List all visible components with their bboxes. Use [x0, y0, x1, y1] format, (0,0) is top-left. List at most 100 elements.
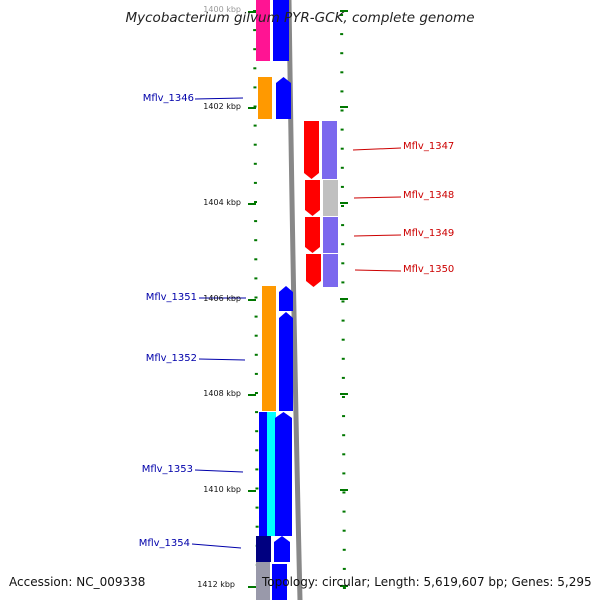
- gene-label-mflv-1350[interactable]: Mflv_1350: [403, 264, 455, 275]
- kbp-label-1412: 1412 kbp: [197, 580, 235, 589]
- label-leaders: [191, 97, 402, 549]
- strand-arrow-mflv-1352: [279, 312, 293, 411]
- tick-minor-right: [340, 90, 344, 93]
- tick-minor-left: [255, 449, 259, 452]
- leader-mflv-1354: [191, 543, 242, 549]
- tick-minor-left: [253, 48, 257, 51]
- gene-label-mflv-1351[interactable]: Mflv_1351: [145, 292, 197, 303]
- tick-major-left: [248, 107, 256, 109]
- cog-block-mflv-1353-cyan: [267, 412, 276, 536]
- tick-minor-right: [340, 109, 344, 112]
- cog-block-mflv-1349: [323, 217, 338, 253]
- tick-minor-left: [255, 506, 259, 509]
- tick-minor-right: [342, 529, 346, 532]
- tick-major-right: [340, 393, 348, 395]
- tick-minor-right: [342, 434, 346, 437]
- tick-minor-right: [342, 587, 346, 589]
- strand-arrow-mflv-1348: [305, 180, 320, 216]
- tick-major-left: [248, 490, 256, 492]
- gene-label-mflv-1348[interactable]: Mflv_1348: [403, 190, 455, 201]
- tick-major-left: [248, 586, 256, 588]
- tick-minor-left: [254, 372, 258, 375]
- leader-mflv-1348: [353, 196, 402, 199]
- tick-minor-right: [340, 52, 344, 55]
- tick-minor-right: [340, 166, 344, 169]
- tick-major-right: [340, 585, 348, 587]
- gene-label-mflv-1353[interactable]: Mflv_1353: [141, 464, 193, 475]
- cog-block-mflv-1353-blue: [259, 412, 267, 536]
- leader-mflv-1350: [354, 269, 402, 272]
- major-ticks: [248, 10, 348, 588]
- cog-block-pink: [256, 0, 270, 61]
- tick-minor-left: [254, 296, 258, 299]
- tick-minor-right: [341, 262, 345, 265]
- gene-label-mflv-1354[interactable]: Mflv_1354: [138, 538, 190, 549]
- leader-mflv-1346: [194, 97, 244, 100]
- tick-minor-left: [254, 201, 258, 203]
- tick-minor-right: [342, 415, 346, 418]
- gene-label-mflv-1349[interactable]: Mflv_1349: [403, 228, 455, 239]
- strand-arrow-mflv-1351: [279, 286, 293, 311]
- tick-minor-left: [253, 181, 257, 184]
- tick-minor-right: [342, 510, 346, 513]
- tick-minor-left: [255, 487, 259, 490]
- tick-minor-right: [340, 147, 344, 150]
- tick-minor-right: [341, 243, 345, 246]
- cog-block-mflv-1346: [258, 77, 272, 119]
- kbp-label-1400: 1400 kbp: [203, 5, 241, 14]
- tick-minor-left: [253, 67, 257, 70]
- tick-minor-left: [254, 315, 258, 318]
- tick-minor-left: [253, 162, 257, 165]
- tick-minor-right: [340, 71, 344, 74]
- tick-minor-left: [253, 143, 257, 146]
- accession-text: Accession: NC_009338: [9, 575, 146, 589]
- map-title: Mycobacterium gilvum PYR-GCK, complete g…: [125, 10, 475, 26]
- leader-mflv-1347: [352, 147, 402, 151]
- tick-major-left: [248, 11, 256, 13]
- tick-minor-right: [341, 338, 345, 341]
- strand-arrow-forward-bottom: [272, 564, 287, 600]
- strand-arrow-mflv-1353: [275, 412, 292, 536]
- gene-features: [256, 0, 338, 600]
- kbp-label-1410: 1410 kbp: [203, 485, 241, 494]
- tick-major-left: [248, 203, 256, 205]
- strand-arrow-forward: [273, 0, 289, 61]
- cog-block-mflv-1348: [323, 180, 338, 216]
- tick-minor-right: [340, 128, 344, 131]
- tick-minor-right: [342, 548, 346, 551]
- strand-arrow-mflv-1349: [305, 217, 320, 253]
- tick-minor-right: [341, 376, 345, 379]
- cog-block-mflv-1347: [322, 121, 337, 179]
- tick-minor-left: [253, 29, 257, 32]
- cog-block-mflv-1354: [256, 536, 271, 562]
- tick-minor-left: [254, 258, 258, 261]
- cog-block-mflv-1350: [323, 254, 338, 287]
- tick-minor-left: [255, 411, 259, 414]
- cog-block-mflv-1351-1352: [262, 286, 276, 411]
- kbp-label-1402: 1402 kbp: [203, 102, 241, 111]
- tick-major-right: [340, 298, 348, 300]
- tick-major-left: [248, 394, 256, 396]
- tick-minor-left: [254, 392, 258, 394]
- minor-ticks: [253, 10, 346, 589]
- strand-arrow-mflv-1347: [304, 121, 319, 179]
- tick-major-left: [248, 299, 256, 301]
- tick-minor-left: [255, 468, 259, 471]
- leader-mflv-1353: [194, 469, 244, 473]
- tick-minor-left: [254, 277, 258, 280]
- tick-minor-right: [341, 224, 345, 227]
- tick-minor-left: [253, 124, 257, 127]
- tick-minor-left: [253, 86, 257, 89]
- gene-label-mflv-1347[interactable]: Mflv_1347: [403, 141, 455, 152]
- strand-arrow-mflv-1346: [276, 77, 291, 119]
- gene-label-mflv-1346[interactable]: Mflv_1346: [142, 93, 194, 104]
- tick-minor-left: [254, 353, 258, 356]
- tick-minor-right: [341, 205, 345, 207]
- tick-minor-right: [342, 472, 346, 475]
- kbp-label-1406: 1406 kbp: [203, 294, 241, 303]
- gene-label-mflv-1352[interactable]: Mflv_1352: [145, 353, 197, 364]
- tick-minor-right: [340, 14, 344, 16]
- kbp-label-1408: 1408 kbp: [203, 389, 241, 398]
